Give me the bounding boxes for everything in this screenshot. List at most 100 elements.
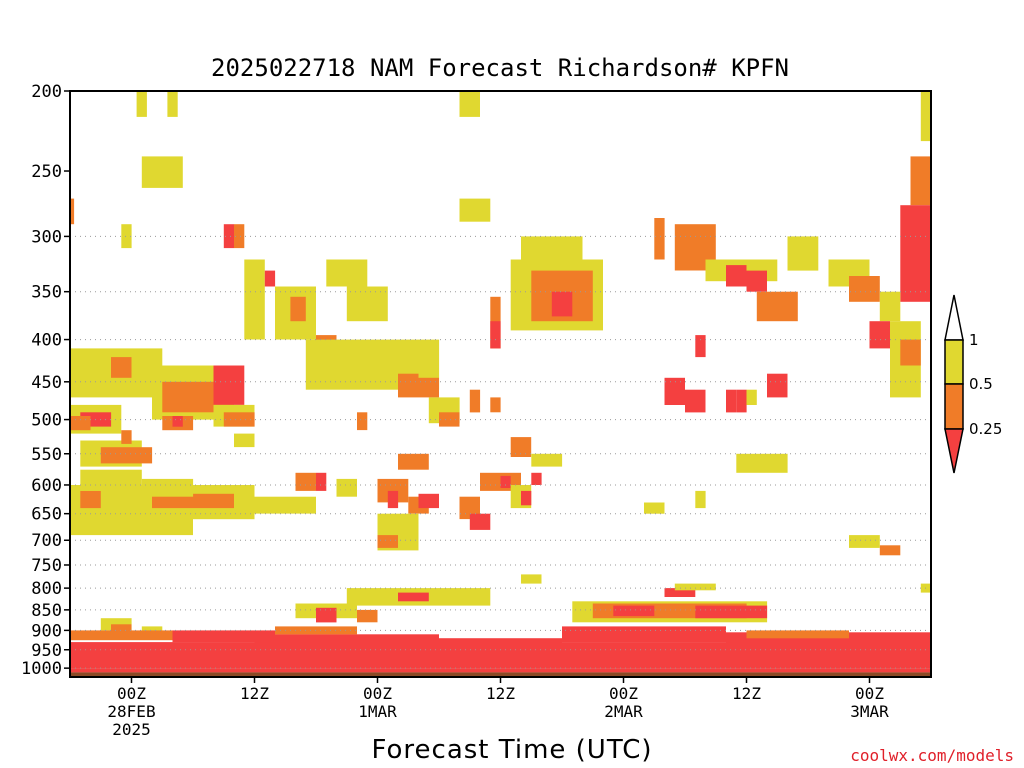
x-tick-label: 12Z (732, 684, 761, 703)
y-tick-label: 500 (31, 411, 62, 431)
ri-cell (398, 592, 429, 602)
ri-cell (879, 545, 901, 556)
ri-cell (121, 430, 132, 444)
ground-band (70, 672, 931, 677)
ri-cell (141, 478, 194, 497)
ri-cell (510, 437, 532, 457)
ri-cell (531, 472, 542, 485)
x-tick-label: 28FEB (107, 702, 155, 721)
ri-cell (459, 198, 491, 222)
ri-cell (111, 624, 132, 633)
y-tick-label: 550 (31, 445, 62, 465)
ri-cell (244, 259, 265, 340)
ri-cell (695, 605, 768, 619)
ri-cell (172, 416, 183, 427)
ri-cell (336, 478, 357, 497)
ri-cell (459, 91, 480, 117)
x-tick-label: 12Z (240, 684, 269, 703)
ri-cell (685, 389, 706, 413)
ri-cell (500, 475, 511, 488)
x-tick-label: 00Z (855, 684, 884, 703)
ri-cell (290, 296, 306, 322)
ri-cell (316, 607, 337, 623)
y-tick-label: 250 (31, 162, 62, 182)
ri-cell (695, 490, 706, 509)
ri-cell (439, 638, 562, 648)
ri-cell (900, 339, 921, 366)
ri-cell (664, 588, 696, 597)
ri-cell (756, 291, 798, 322)
colorbar: 1 0.5 0.25 (944, 294, 1002, 474)
ri-cell (223, 412, 255, 427)
colorbar-segment (944, 428, 964, 474)
y-tick-label: 600 (31, 476, 62, 496)
colorbar-segment (944, 339, 964, 385)
y-tick-label: 650 (31, 505, 62, 525)
y-tick-label: 450 (31, 373, 62, 393)
x-axis-label: Forecast Time (UTC) (371, 735, 652, 765)
chart-title: 2025022718 NAM Forecast Richardson# KPFN (211, 54, 789, 82)
ri-cell (398, 453, 429, 470)
x-tick-label: 12Z (486, 684, 515, 703)
ri-cell (70, 510, 193, 536)
ri-cell (70, 198, 75, 225)
ri-cell (111, 357, 132, 378)
ri-cell (674, 583, 716, 591)
grid-lines (70, 235, 931, 669)
ri-cell (644, 502, 665, 514)
ri-cell (80, 469, 142, 491)
ri-cell (920, 91, 931, 142)
ri-cell (900, 205, 931, 302)
ri-cell (234, 433, 255, 448)
x-tick-label: 2MAR (604, 702, 643, 721)
ri-cell (459, 496, 480, 520)
ri-cell (767, 373, 788, 398)
colorbar-label: 0.5 (969, 375, 993, 393)
ri-cell (418, 493, 439, 509)
ri-cell (439, 412, 460, 427)
ri-cell (213, 365, 245, 405)
ri-cell (736, 453, 788, 473)
x-tick-label: 3MAR (850, 702, 889, 721)
x-tick-label: 00Z (363, 684, 392, 703)
credit-link[interactable]: coolwx.com/models (850, 746, 1014, 765)
ri-cell (121, 224, 132, 249)
ri-cell (80, 490, 101, 509)
ri-cell (746, 630, 849, 639)
ri-cell (531, 453, 563, 467)
y-axis: 200 250 300 350 400 450 500 550 600 650 700 750 8008… (21, 82, 70, 679)
ri-cell (695, 335, 706, 358)
colorbar-label: 0.25 (969, 420, 1002, 438)
ri-cell (70, 416, 91, 431)
ri-cell (70, 668, 931, 673)
ri-cell (469, 389, 481, 413)
ri-cell (152, 493, 234, 509)
ri-cell (654, 218, 665, 260)
ri-cell (316, 472, 327, 491)
ri-cell (869, 321, 890, 349)
y-tick-label: 200 (31, 82, 62, 102)
ri-cell (521, 574, 542, 584)
ri-cell (664, 377, 685, 405)
heatmap-cells (70, 91, 931, 677)
ri-cell (521, 490, 532, 506)
y-tick-label: 300 (31, 227, 62, 247)
ri-cell (326, 259, 368, 287)
ri-cell (346, 286, 388, 322)
ri-cell (787, 236, 819, 271)
ri-cell (879, 291, 901, 322)
ri-cell (849, 535, 880, 548)
ri-cell (490, 321, 501, 349)
colorbar-segment (944, 294, 964, 341)
ri-cell (849, 276, 880, 302)
ri-cell (387, 490, 399, 509)
ri-cell (295, 472, 316, 491)
ri-cell (136, 91, 147, 117)
y-tick-label: 800 (31, 579, 62, 599)
y-tick-label: 350 (31, 283, 62, 303)
y-tick-label: 700 (31, 531, 62, 551)
ri-cell (490, 397, 501, 413)
plot-area (69, 90, 932, 678)
ri-cell (910, 156, 931, 206)
